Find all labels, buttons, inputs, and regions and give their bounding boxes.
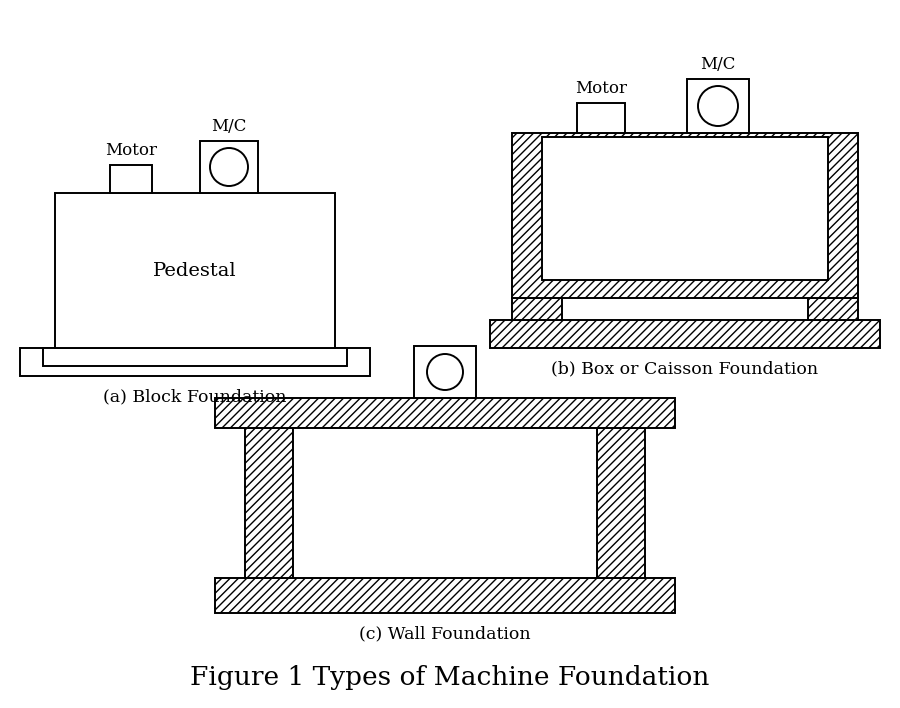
Text: Motor: Motor xyxy=(575,80,627,97)
Bar xyxy=(293,428,597,578)
Bar xyxy=(110,165,152,193)
Bar xyxy=(490,320,880,348)
Bar xyxy=(414,346,476,398)
Bar xyxy=(215,398,675,428)
Bar xyxy=(512,298,562,320)
Bar xyxy=(597,428,645,578)
Text: Pedestal: Pedestal xyxy=(153,261,237,280)
Circle shape xyxy=(698,86,738,126)
Bar xyxy=(687,79,749,133)
Text: (b) Box or Caisson Foundation: (b) Box or Caisson Foundation xyxy=(552,360,819,377)
Text: M/C: M/C xyxy=(212,118,247,135)
Bar xyxy=(512,133,858,298)
Bar xyxy=(542,137,828,280)
Bar xyxy=(20,348,370,376)
Bar xyxy=(215,578,675,613)
Circle shape xyxy=(210,148,248,186)
Bar xyxy=(245,428,293,578)
Bar xyxy=(55,193,335,348)
Bar xyxy=(808,298,858,320)
Text: Figure 1 Types of Machine Foundation: Figure 1 Types of Machine Foundation xyxy=(190,665,710,690)
Bar xyxy=(200,141,258,193)
Text: (c) Wall Foundation: (c) Wall Foundation xyxy=(359,625,531,642)
Text: (a) Block Foundation: (a) Block Foundation xyxy=(104,388,287,405)
Bar xyxy=(43,348,347,366)
Text: Motor: Motor xyxy=(105,142,157,159)
Bar xyxy=(577,103,625,133)
Circle shape xyxy=(427,354,463,390)
Text: M/C: M/C xyxy=(700,56,735,73)
